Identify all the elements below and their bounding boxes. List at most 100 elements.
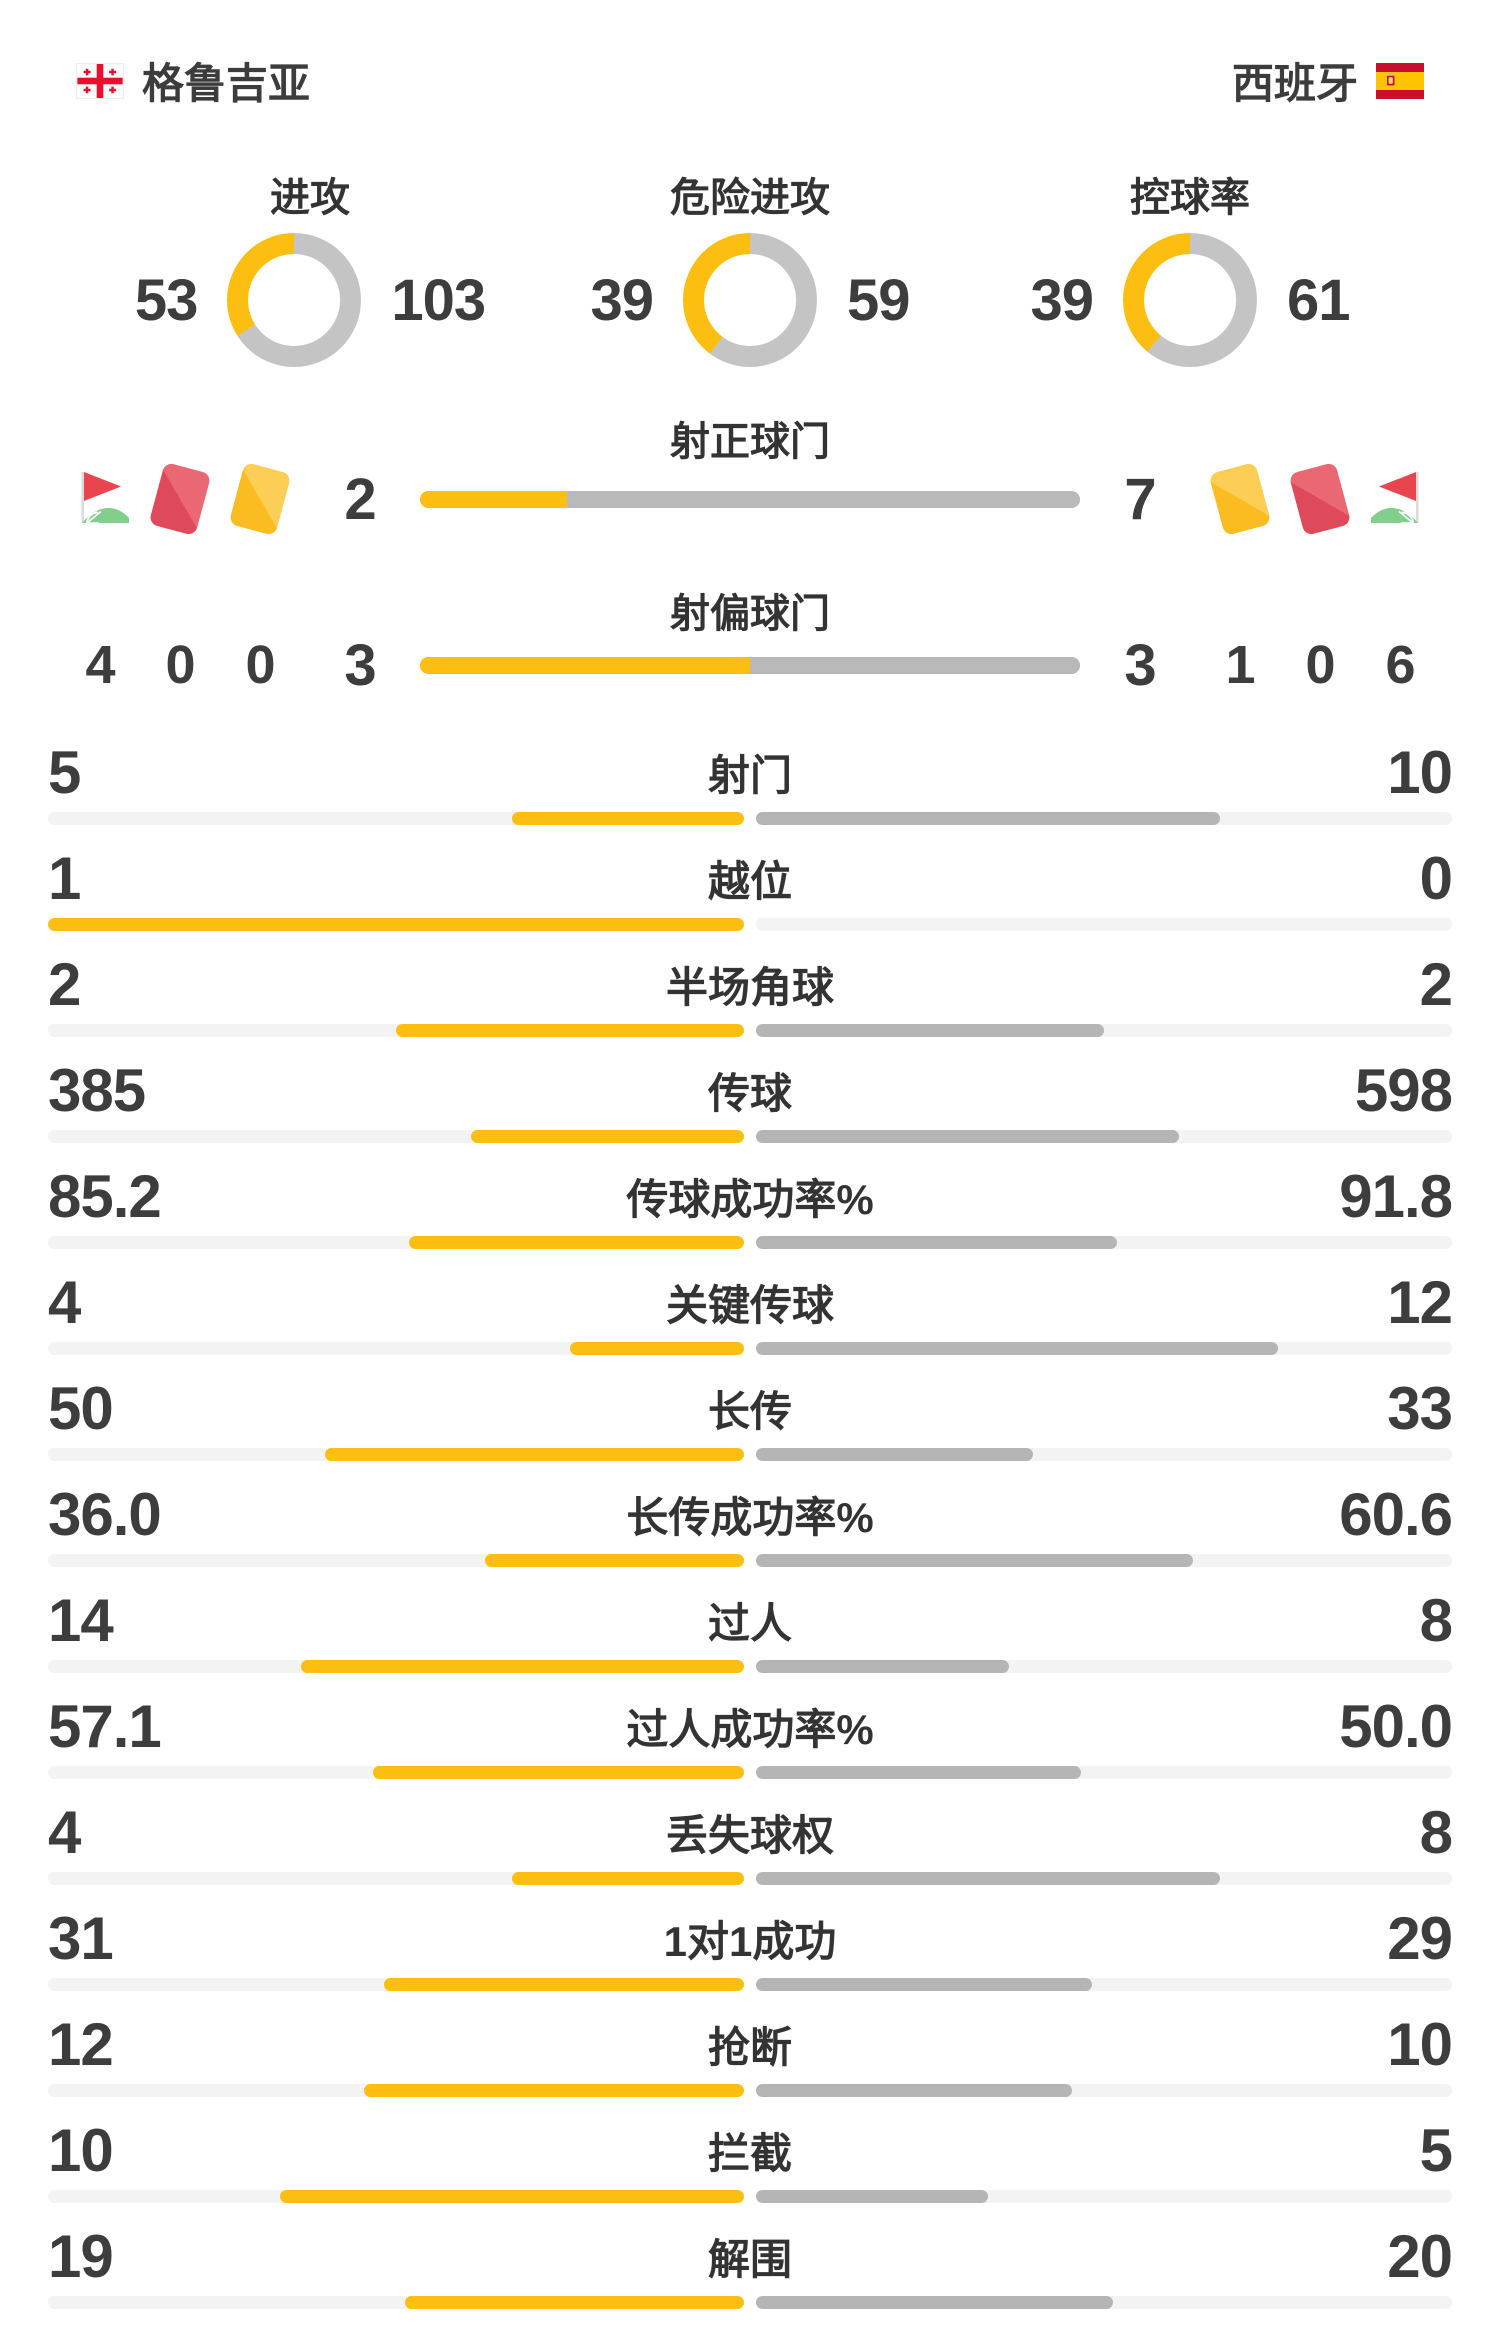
away-team-name: 西班牙 — [1231, 60, 1358, 107]
away-value: 10 — [1387, 2010, 1453, 2078]
home-yellow-cards-count: 0 — [245, 635, 275, 695]
stat-label: 半场角球 — [665, 963, 834, 1011]
home-value: 1 — [48, 844, 81, 912]
donut-title: 进攻 — [270, 176, 350, 220]
donut-chart — [1123, 233, 1257, 367]
stat-label: 1对1成功 — [663, 1917, 837, 1965]
donut-chart — [683, 233, 817, 367]
away-value: 5 — [1419, 2116, 1453, 2184]
home-shots-off-target: 3 — [344, 632, 376, 698]
donut-section: 进攻 53 103 危险进攻 39 59 控球率 39 61 — [90, 165, 1410, 367]
away-value: 29 — [1387, 1904, 1453, 1972]
stat-label: 过人成功率% — [626, 1705, 874, 1753]
home-value: 385 — [48, 1056, 146, 1124]
home-shots-on-target: 2 — [344, 466, 376, 532]
stat-row-dribble-success: 57.1 过人成功率% 50.0 — [48, 1692, 1453, 1801]
stat-row-tackles: 12 抢断 10 — [48, 2010, 1453, 2119]
shots-on-target-title: 射正球门 — [670, 420, 830, 464]
away-value: 33 — [1387, 1374, 1453, 1442]
away-value: 2 — [1419, 950, 1453, 1018]
donut-group-attacks: 进攻 53 103 — [90, 165, 530, 367]
home-value: 2 — [48, 950, 81, 1018]
away-value: 60.6 — [1339, 1480, 1453, 1548]
away-value: 598 — [1354, 1056, 1453, 1124]
home-discipline-icons — [60, 461, 300, 537]
stat-row-passes: 385 传球 598 — [48, 1056, 1453, 1165]
yellow-card-icon — [1208, 461, 1272, 537]
home-value: 12 — [48, 2010, 114, 2078]
stat-label: 越位 — [707, 857, 792, 905]
donut-title: 危险进攻 — [670, 176, 830, 220]
yellow-card-icon — [228, 461, 292, 537]
donut-group-dangerous-attacks: 危险进攻 39 59 — [530, 165, 970, 367]
away-value: 103 — [391, 267, 486, 333]
away-value: 8 — [1419, 1586, 1453, 1654]
stat-row-shots: 5 射门 10 — [48, 738, 1453, 847]
stat-row-offsides: 1 越位 0 — [48, 844, 1453, 953]
home-value: 39 — [1030, 267, 1094, 333]
shots-off-target-row: 4 0 0 3 3 1 0 6 — [0, 632, 1500, 698]
away-value: 10 — [1387, 738, 1453, 806]
away-yellow-cards-count: 1 — [1225, 635, 1255, 695]
home-team-name: 格鲁吉亚 — [142, 60, 311, 107]
away-value: 61 — [1287, 267, 1351, 333]
away-red-cards-count: 0 — [1305, 635, 1335, 695]
shots-off-target-bar — [420, 656, 1080, 674]
stat-label: 传球 — [707, 1069, 792, 1117]
georgia-flag-icon — [76, 62, 124, 99]
away-value: 0 — [1419, 844, 1453, 912]
away-value: 91.8 — [1339, 1162, 1453, 1230]
team-away: 西班牙 — [1232, 50, 1424, 111]
away-shots-off-target: 3 — [1124, 632, 1156, 698]
red-card-icon — [148, 461, 212, 537]
home-value: 31 — [48, 1904, 114, 1972]
home-corners-count: 4 — [85, 635, 115, 695]
away-value: 12 — [1387, 1268, 1453, 1336]
stat-row-half-corners: 2 半场角球 2 — [48, 950, 1453, 1059]
away-value: 59 — [847, 267, 911, 333]
away-value: 8 — [1419, 1798, 1453, 1866]
away-value: 20 — [1387, 2222, 1453, 2290]
donut-title: 控球率 — [1130, 176, 1250, 220]
stat-label: 解围 — [707, 2235, 792, 2283]
home-value: 57.1 — [48, 1692, 162, 1760]
stat-row-long-balls: 50 长传 33 — [48, 1374, 1453, 1483]
stat-label: 射门 — [707, 751, 792, 799]
away-value: 50.0 — [1339, 1692, 1453, 1760]
shots-on-target-row: 2 7 — [0, 459, 1500, 539]
donut-group-possession: 控球率 39 61 — [970, 165, 1410, 367]
home-value: 53 — [134, 267, 199, 333]
away-discipline-icons — [1200, 461, 1440, 537]
stat-label: 丢失球权 — [665, 1811, 834, 1859]
stat-row-possession-lost: 4 丢失球权 8 — [48, 1798, 1453, 1907]
home-red-cards-count: 0 — [165, 635, 195, 695]
stat-row-key-passes: 4 关键传球 12 — [48, 1268, 1453, 1377]
shots-off-target-title: 射偏球门 — [670, 592, 830, 636]
stat-label: 长传 — [707, 1387, 792, 1435]
stat-row-duels-won: 31 1对1成功 29 — [48, 1904, 1453, 2013]
home-value: 4 — [48, 1268, 81, 1336]
stat-row-long-ball-accuracy: 36.0 长传成功率% 60.6 — [48, 1480, 1453, 1589]
away-discipline-counts: 1 0 6 — [1200, 634, 1440, 696]
stat-row-dribbles: 14 过人 8 — [48, 1586, 1453, 1695]
home-value: 5 — [48, 738, 81, 806]
spain-flag-icon — [1376, 62, 1424, 99]
home-value: 36.0 — [48, 1480, 162, 1548]
stat-row-clearances: 19 解围 20 — [48, 2222, 1453, 2331]
home-value: 14 — [48, 1586, 114, 1654]
stat-label: 过人 — [707, 1599, 792, 1647]
match-header: 格鲁吉亚 西班牙 — [0, 0, 1500, 111]
stat-label: 关键传球 — [665, 1281, 834, 1329]
stats-list: 5 射门 10 1 越位 0 2 半场角球 2 385 传球 598 85.2 — [48, 738, 1453, 2331]
away-shots-on-target: 7 — [1124, 466, 1156, 532]
stat-row-interceptions: 10 拦截 5 — [48, 2116, 1453, 2225]
home-value: 4 — [48, 1798, 81, 1866]
home-value: 10 — [48, 2116, 114, 2184]
stat-label: 长传成功率% — [626, 1493, 874, 1541]
away-corners-count: 6 — [1385, 635, 1415, 695]
home-value: 39 — [590, 267, 654, 333]
donut-chart — [227, 233, 362, 367]
stat-row-pass-accuracy: 85.2 传球成功率% 91.8 — [48, 1162, 1453, 1271]
corner-flag-icon — [1371, 472, 1419, 524]
home-discipline-counts: 4 0 0 — [60, 634, 300, 696]
